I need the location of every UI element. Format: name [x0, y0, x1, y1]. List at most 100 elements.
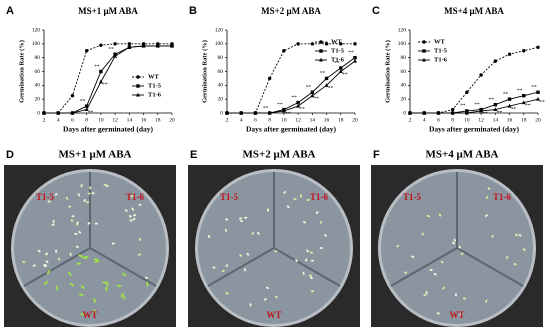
seedling	[78, 230, 82, 234]
panel-label: F	[373, 149, 380, 161]
legend-marker	[136, 75, 140, 79]
seedling	[93, 258, 99, 261]
legend-label: T1-5	[148, 82, 162, 89]
seedling	[105, 184, 109, 187]
plate-label: T1-5	[36, 192, 55, 202]
plate-label: WT	[449, 310, 464, 320]
y-tick-label: 80	[218, 55, 224, 61]
seedling	[131, 207, 134, 211]
chart-title: MS+4 μM ABA	[444, 6, 504, 16]
seedling	[124, 209, 128, 212]
marker	[225, 110, 229, 115]
seedling	[91, 191, 95, 195]
legend-marker	[422, 40, 426, 44]
seedling	[37, 249, 41, 253]
seedling	[94, 222, 98, 225]
seedling	[274, 250, 278, 253]
x-tick-label: 10	[98, 117, 104, 123]
seedling	[116, 284, 122, 287]
seedling	[45, 252, 48, 256]
legend-marker	[136, 92, 140, 97]
divider	[23, 247, 91, 287]
significance-mark: **	[102, 82, 108, 88]
y-tick-label: 0	[220, 110, 223, 116]
seedling	[225, 218, 229, 221]
seedling	[485, 195, 489, 200]
x-tick-label: 20	[169, 117, 175, 123]
x-tick-label: 12	[112, 117, 118, 123]
seedling	[240, 219, 244, 223]
x-axis-label: Days after germinated (day)	[63, 125, 154, 134]
marker	[479, 108, 484, 113]
seedling	[246, 252, 250, 256]
x-tick-label: 6	[254, 117, 257, 123]
significance-mark: **	[80, 98, 86, 104]
seedling	[87, 222, 91, 225]
series-line	[44, 45, 172, 114]
marker	[127, 42, 132, 46]
y-tick-label: 40	[401, 83, 407, 89]
marker	[493, 107, 498, 112]
seedling	[224, 228, 228, 232]
seedling	[462, 297, 466, 300]
seedling	[305, 258, 308, 262]
marker	[339, 66, 343, 70]
x-tick-label: 8	[85, 117, 88, 123]
seedling	[54, 193, 58, 196]
seedling	[45, 260, 49, 264]
legend-label: WT	[148, 73, 160, 80]
seedling	[76, 262, 82, 265]
seedling	[452, 241, 456, 245]
seedling	[83, 199, 86, 203]
divider	[207, 247, 275, 287]
seedling	[138, 203, 142, 206]
legend-marker	[136, 84, 140, 88]
y-tick-label: 120	[398, 27, 407, 33]
panel-label: A	[6, 5, 14, 17]
seedling	[111, 242, 115, 245]
marker	[141, 43, 146, 48]
seedling	[306, 249, 309, 253]
seedling	[324, 233, 327, 237]
x-axis-label: Days after germinated (day)	[429, 125, 520, 134]
x-tick-label: 4	[57, 117, 60, 123]
marker	[507, 103, 512, 108]
seedling	[436, 312, 440, 315]
seedling	[89, 186, 92, 190]
seedling	[78, 254, 84, 258]
seedling	[264, 297, 267, 301]
x-tick-label: 10	[464, 117, 470, 123]
marker	[324, 76, 329, 81]
seedling	[303, 220, 306, 224]
seedling	[65, 196, 69, 200]
marker	[493, 59, 498, 63]
x-tick-label: 8	[268, 117, 271, 123]
seedling	[212, 266, 216, 269]
legend-label: WT	[331, 38, 343, 45]
significance-mark: **	[328, 86, 334, 92]
marker	[70, 94, 75, 98]
seedling	[438, 213, 442, 217]
seedling	[68, 205, 72, 208]
marker	[450, 107, 455, 112]
seedling	[396, 244, 400, 248]
seedling	[411, 255, 415, 258]
seedling	[299, 194, 302, 198]
significance-mark: **	[489, 97, 495, 103]
seedling	[319, 247, 324, 250]
seedling	[103, 183, 107, 186]
seedling	[487, 187, 491, 190]
x-tick-label: 2	[43, 117, 46, 123]
seedling	[454, 293, 457, 297]
marker	[84, 107, 89, 112]
seedling	[453, 238, 456, 242]
significance-mark: **	[474, 102, 480, 108]
x-tick-label: 16	[324, 117, 330, 123]
y-tick-label: 100	[398, 41, 407, 47]
x-tick-label: 18	[155, 117, 161, 123]
seedling	[122, 272, 127, 277]
seedling	[44, 264, 48, 268]
seedling	[265, 286, 269, 290]
marker	[522, 94, 526, 98]
seedling	[128, 215, 132, 218]
